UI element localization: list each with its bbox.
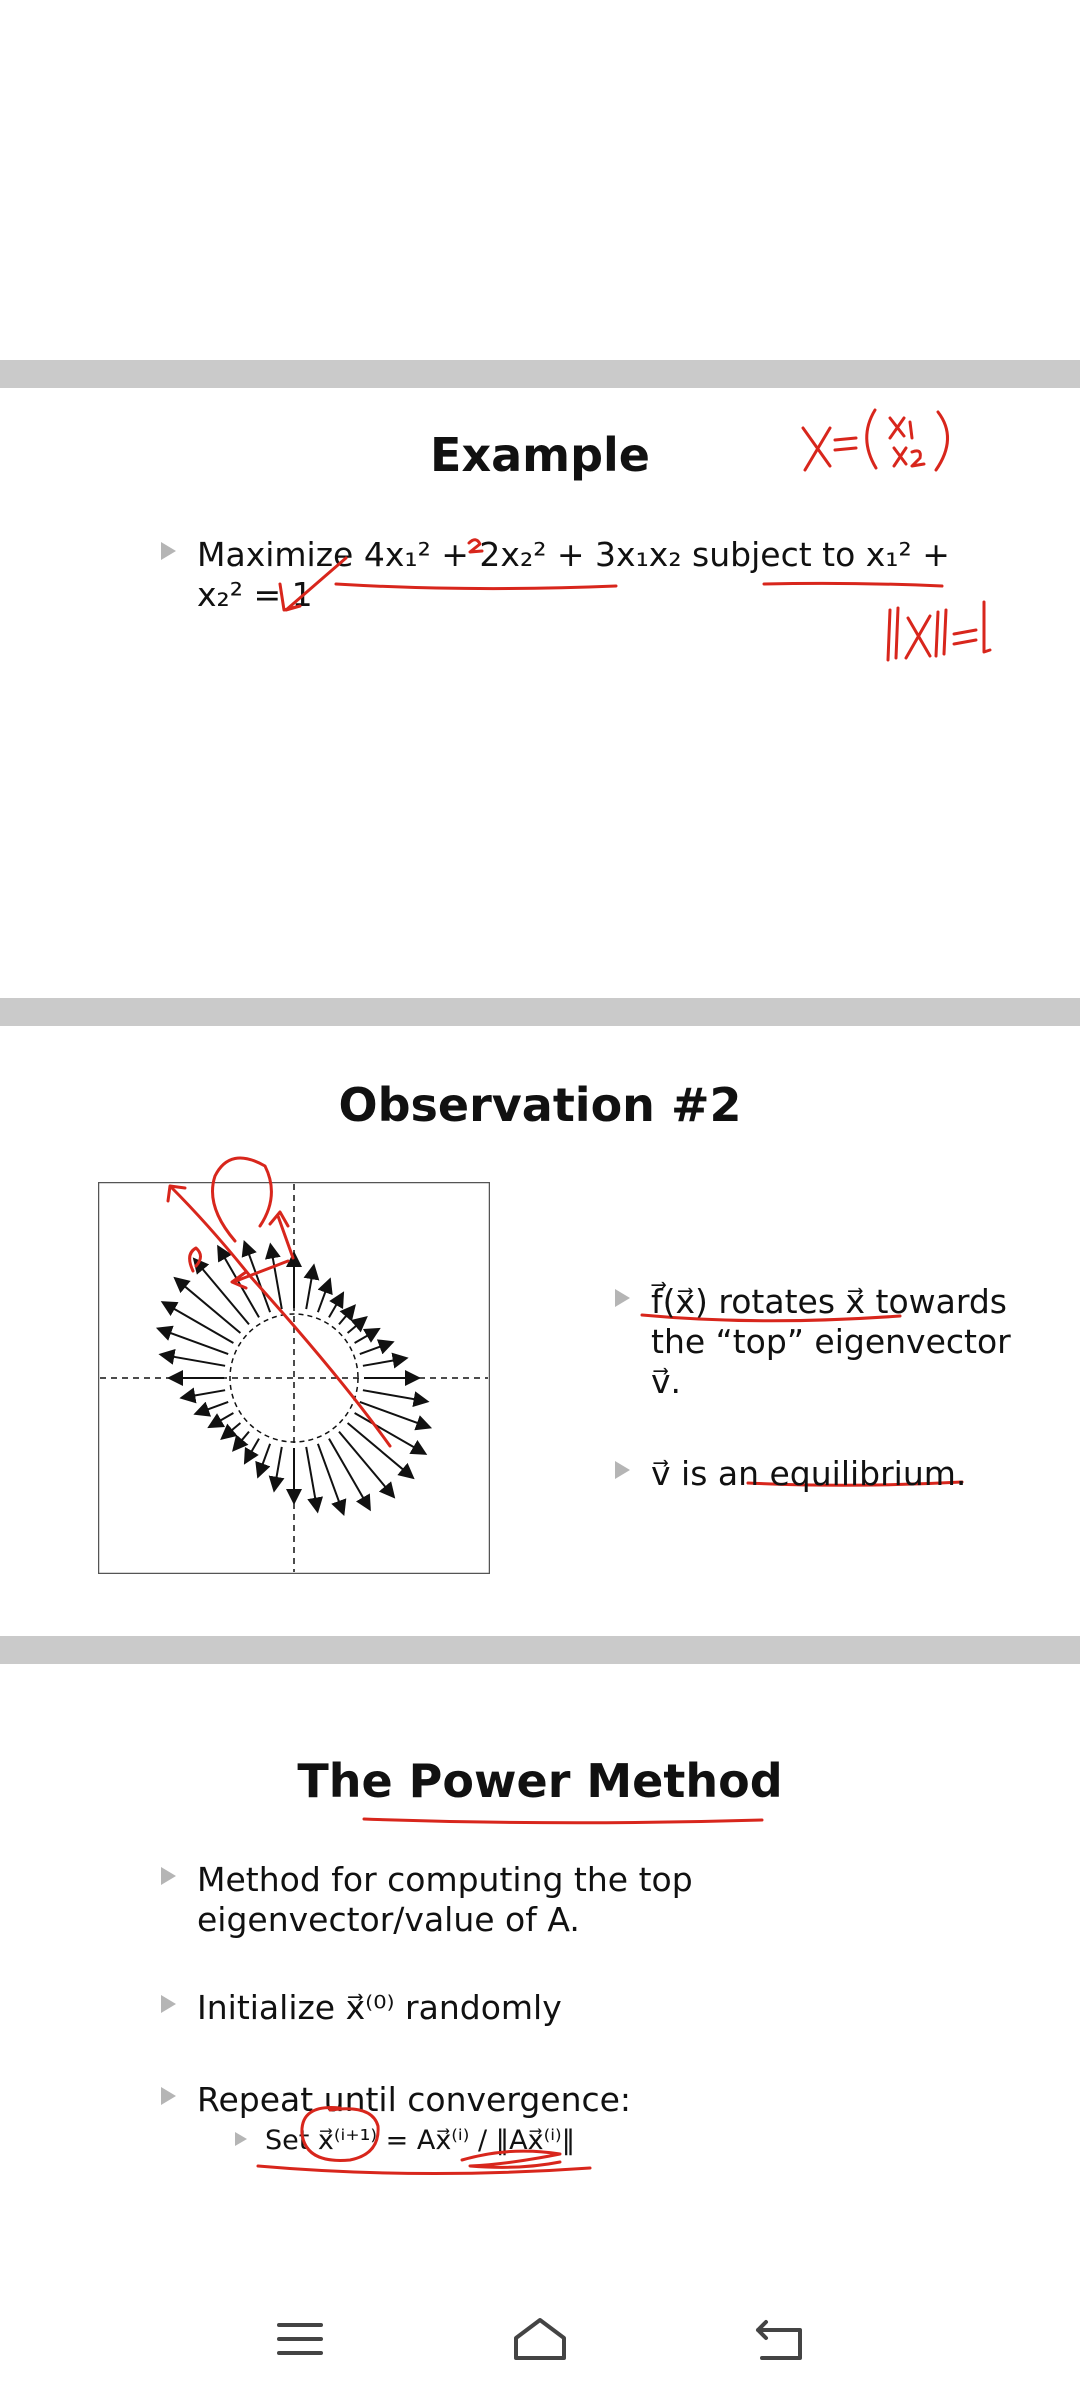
ink-underline-formula	[256, 2164, 592, 2176]
field-arrow	[305, 1446, 324, 1514]
ink-title-underline	[362, 1817, 764, 1825]
slide-title: Observation #2	[338, 1078, 742, 1132]
bullet-item: f⃗(x⃗) rotates x⃗ towards the “top” eige…	[615, 1282, 1011, 1402]
bullet-text: Method for computing the top eigenvector…	[197, 1860, 693, 1939]
bullet-text: Maximize 4x₁² + 2x₂² + 3x₁x₂ subject to …	[197, 535, 950, 614]
bullet-item: Maximize 4x₁² + 2x₂² + 3x₁x₂ subject to …	[161, 535, 977, 615]
bullet-marker-icon	[161, 1995, 176, 2013]
home-button[interactable]	[500, 2304, 580, 2374]
slide-example: Example Maximize 4x₁² + 2x₂² + 3x₁x₂ sub…	[0, 388, 1080, 998]
slide-observation: Observation #2 f⃗(x⃗) rotates x⃗ towards…	[0, 1026, 1080, 1636]
bullet-item: Method for computing the top eigenvector…	[161, 1860, 977, 1940]
bullet-marker-icon	[161, 1867, 176, 1885]
field-arrow	[316, 1443, 347, 1517]
vector-field-figure	[98, 1182, 490, 1574]
bullet-marker-icon	[235, 2132, 247, 2146]
top-blank-area	[0, 0, 1080, 360]
bullet-item: Initialize x⃗⁽⁰⁾ randomly	[161, 1988, 977, 2028]
bullet-item: v⃗ is an equilibrium.	[615, 1454, 1011, 1494]
bullet-marker-icon	[615, 1461, 630, 1479]
bullet-item: Repeat until convergence:	[161, 2080, 977, 2120]
ink-norm-bars	[886, 606, 900, 662]
slide-separator	[0, 1636, 1080, 1664]
field-arrow	[328, 1438, 371, 1512]
ink-norm-eq	[952, 628, 978, 646]
ink-norm-x	[904, 614, 932, 660]
slide-power-method: The Power Method Method for computing th…	[0, 1664, 1080, 2280]
back-icon	[756, 2320, 802, 2360]
bullet-text: v⃗ is an equilibrium.	[651, 1454, 967, 1493]
ink-norm-one	[982, 600, 992, 654]
slide-separator	[0, 360, 1080, 388]
field-arrow	[255, 1443, 272, 1479]
bullet-text: Initialize x⃗⁽⁰⁾ randomly	[197, 1988, 562, 2027]
slide-title: Example	[430, 428, 650, 482]
menu-icon	[277, 2323, 323, 2355]
ink-norm-bars-2	[934, 608, 948, 658]
sub-bullet-text: Set x⃗⁽ⁱ⁺¹⁾ = Ax⃗⁽ⁱ⁾ / ‖Ax⃗⁽ⁱ⁾‖	[265, 2125, 576, 2156]
bullet-marker-icon	[161, 542, 176, 560]
menu-button[interactable]	[260, 2304, 340, 2374]
sub-bullet-item: Set x⃗⁽ⁱ⁺¹⁾ = Ax⃗⁽ⁱ⁾ / ‖Ax⃗⁽ⁱ⁾‖	[235, 2124, 965, 2158]
bullet-marker-icon	[615, 1289, 630, 1307]
bullet-text: Repeat until convergence:	[197, 2080, 632, 2119]
slide-title: The Power Method	[297, 1754, 783, 1808]
bullet-text: f⃗(x⃗) rotates x⃗ towards the “top” eige…	[651, 1282, 1011, 1401]
slide-separator	[0, 998, 1080, 1026]
bullet-marker-icon	[161, 2087, 176, 2105]
home-icon	[514, 2318, 566, 2360]
system-nav-bar	[0, 2280, 1080, 2400]
field-arrow	[268, 1446, 285, 1493]
back-button[interactable]	[740, 2304, 820, 2374]
